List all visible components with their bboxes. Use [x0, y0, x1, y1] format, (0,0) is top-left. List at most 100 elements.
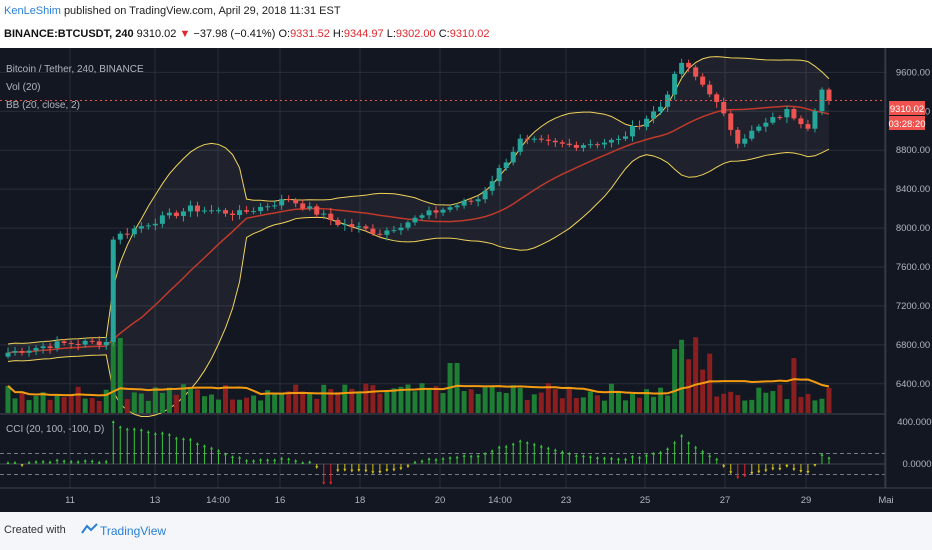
candle-body — [173, 212, 179, 217]
cci-marker — [399, 467, 403, 471]
candles — [0, 58, 885, 359]
candle-body — [777, 117, 783, 119]
cci-marker — [778, 467, 782, 471]
volume-bar — [40, 392, 46, 413]
volume-bar — [173, 394, 179, 413]
candle-body — [12, 350, 18, 353]
time-tick-label: 14:00 — [206, 495, 230, 506]
candle-body — [594, 144, 600, 146]
candle-body — [356, 226, 362, 228]
candle-body — [419, 215, 425, 218]
chart-canvas[interactable]: 9600.009200.008800.008400.008000.007600.… — [0, 48, 932, 512]
candle-body — [166, 212, 172, 216]
volume-bar — [145, 400, 151, 413]
volume-bar — [26, 400, 32, 413]
volume-bar — [272, 393, 278, 413]
candle-body — [482, 190, 488, 200]
cci-marker — [160, 431, 164, 435]
candle-body — [742, 138, 748, 144]
candle-body — [405, 222, 411, 228]
candle-body — [370, 228, 376, 234]
candle-body — [756, 126, 762, 131]
cci-marker — [188, 437, 192, 441]
cci-marker — [97, 460, 101, 464]
cci-marker — [27, 460, 31, 464]
volume-bar — [721, 393, 727, 413]
volume-bar — [594, 395, 600, 413]
candle-body — [398, 227, 404, 231]
candle-body — [784, 109, 790, 118]
candle-body — [580, 145, 586, 148]
candle-body — [314, 206, 320, 215]
candle-body — [152, 223, 158, 226]
cci-marker — [609, 456, 613, 460]
cci-marker — [55, 458, 59, 462]
publish-info: published on TradingView.com, April 29, … — [63, 5, 341, 17]
candle-body — [672, 73, 678, 95]
candle-body — [749, 130, 755, 139]
volume-bar — [208, 394, 214, 413]
volume-bar — [89, 398, 95, 413]
volume-bar — [68, 395, 74, 413]
candle-body — [524, 138, 530, 140]
volume-bar — [644, 389, 650, 413]
volume-bar — [307, 393, 313, 413]
cci-marker — [132, 427, 136, 431]
volume-bar — [237, 399, 243, 413]
last-price: 9310.02 — [136, 28, 177, 40]
cci-marker — [343, 468, 347, 472]
cci-marker — [392, 468, 396, 472]
volume-bar — [405, 384, 411, 413]
cci-marker — [532, 442, 536, 446]
candle-body — [19, 350, 25, 353]
candle-body — [89, 340, 95, 342]
candle-body — [82, 340, 88, 345]
cci-marker — [645, 453, 649, 457]
legend-main: Bitcoin / Tether, 240, BINANCE — [6, 64, 144, 75]
volume-bar — [784, 399, 790, 413]
countdown-badge-text: 03:28:20 — [889, 119, 926, 130]
price-tick-label: 9600.00 — [896, 67, 930, 78]
author-link[interactable]: KenLeShim — [4, 5, 61, 17]
close-value: 9310.02 — [449, 28, 490, 40]
candle-body — [622, 136, 628, 139]
candle-body — [265, 206, 271, 208]
cci-marker — [174, 436, 178, 440]
cci-marker — [813, 464, 817, 468]
candle-body — [433, 210, 439, 213]
cci-marker — [350, 469, 354, 473]
volume-bar — [356, 392, 362, 413]
volume-bar — [573, 397, 579, 413]
volume-bar — [47, 399, 53, 413]
created-with-label: Created with — [4, 524, 66, 536]
tradingview-brand[interactable]: TradingView — [100, 524, 167, 538]
volume-bar — [152, 387, 158, 413]
candle-body — [216, 210, 222, 212]
tradingview-logo-icon — [81, 523, 98, 534]
cci-marker — [329, 481, 333, 485]
legend-bb: BB (20, close, 2) — [6, 100, 80, 111]
volume-bar — [279, 394, 285, 413]
candle-body — [826, 89, 832, 101]
cci-marker — [336, 469, 340, 473]
volume-bar — [230, 399, 236, 413]
volume-bar — [608, 383, 614, 413]
candle-body — [384, 230, 390, 235]
cci-marker — [673, 440, 677, 444]
candle-body — [791, 109, 797, 119]
volume-bar — [328, 389, 334, 413]
candle-body — [517, 138, 523, 152]
cci-marker — [322, 481, 326, 485]
cci-marker — [666, 446, 670, 450]
candle-body — [693, 67, 699, 77]
candle-body — [138, 226, 144, 229]
cci-marker — [441, 456, 445, 460]
cci-marker — [153, 431, 157, 435]
volume-bar — [615, 391, 621, 413]
volume-bar — [384, 392, 390, 413]
candle-body — [286, 199, 292, 201]
volume-bar — [475, 393, 481, 413]
volume-bar — [461, 391, 467, 413]
time-tick-label: 29 — [801, 495, 812, 506]
candle-body — [461, 200, 467, 206]
